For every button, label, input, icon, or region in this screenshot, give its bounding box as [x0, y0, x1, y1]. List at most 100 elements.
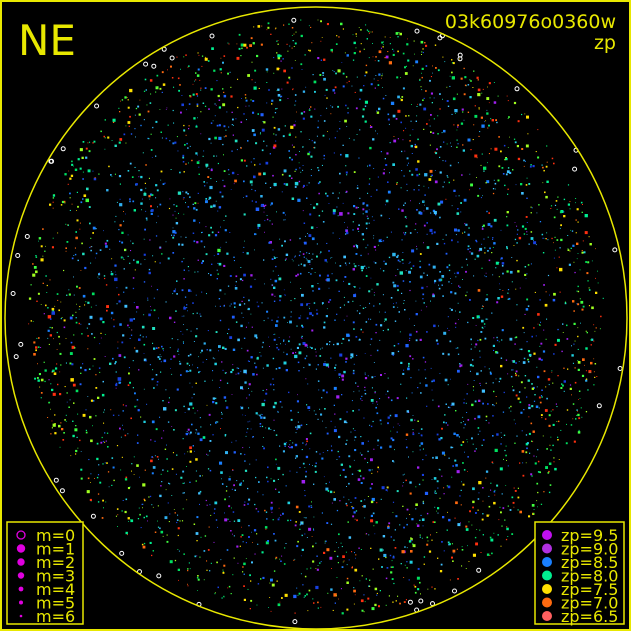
- star-point: [98, 272, 100, 274]
- star-point: [67, 183, 69, 185]
- star-point: [380, 324, 383, 327]
- star-point: [399, 271, 403, 275]
- star-point: [509, 136, 510, 138]
- star-point: [241, 98, 242, 99]
- star-point: [272, 116, 274, 118]
- star-point: [436, 148, 438, 151]
- star-point: [316, 203, 319, 206]
- star-point: [423, 185, 425, 187]
- star-point: [341, 374, 345, 378]
- star-point: [371, 376, 374, 379]
- star-point: [243, 598, 246, 601]
- star-point: [337, 562, 339, 564]
- star-point: [377, 84, 380, 86]
- star-point: [201, 65, 203, 67]
- star-point: [259, 423, 262, 425]
- star-point: [315, 355, 317, 357]
- star-point: [455, 234, 457, 236]
- star-point: [299, 467, 301, 469]
- star-point: [98, 173, 100, 175]
- star-point: [250, 428, 252, 430]
- star-point: [133, 318, 135, 320]
- star-point: [401, 170, 403, 172]
- star-point: [379, 303, 381, 305]
- star-point: [63, 200, 66, 203]
- star-point: [344, 475, 347, 478]
- star-point: [414, 143, 416, 146]
- star-point: [295, 457, 297, 459]
- star-point: [137, 434, 139, 436]
- star-point: [531, 440, 533, 442]
- star-point: [300, 112, 303, 115]
- star-point: [412, 129, 414, 131]
- star-point: [465, 568, 467, 569]
- star-point: [46, 284, 48, 287]
- star-point: [288, 23, 290, 25]
- star-point: [104, 356, 106, 357]
- star-point: [377, 80, 379, 81]
- star-point: [467, 111, 470, 113]
- star-point: [92, 170, 94, 172]
- star-point: [321, 347, 323, 349]
- star-point: [348, 455, 351, 458]
- star-point: [325, 487, 329, 491]
- star-point: [472, 359, 474, 361]
- star-point: [314, 108, 316, 110]
- star-point: [228, 585, 231, 588]
- star-point: [79, 167, 82, 170]
- star-point: [363, 594, 365, 596]
- star-point: [406, 446, 408, 449]
- star-point: [461, 549, 464, 551]
- star-point: [284, 171, 286, 173]
- star-point: [259, 414, 261, 417]
- star-point: [426, 222, 428, 224]
- star-point: [366, 267, 367, 269]
- star-point: [225, 129, 227, 131]
- star-point: [224, 293, 226, 295]
- star-point: [291, 197, 295, 200]
- star-point: [233, 183, 235, 185]
- star-point: [382, 330, 384, 332]
- star-point: [323, 321, 326, 324]
- star-point: [99, 481, 102, 484]
- star-point: [130, 250, 132, 252]
- star-point: [281, 88, 283, 90]
- star-point: [355, 107, 358, 110]
- star-point: [562, 332, 564, 333]
- star-point: [143, 119, 145, 121]
- star-point: [586, 272, 589, 275]
- star-point: [181, 315, 183, 317]
- star-point: [199, 79, 201, 81]
- star-point: [507, 289, 510, 291]
- star-point: [64, 386, 66, 388]
- saturated-star: [617, 366, 623, 371]
- star-point: [368, 266, 370, 268]
- star-point: [275, 556, 278, 559]
- star-point: [420, 442, 424, 445]
- star-point: [181, 289, 184, 292]
- star-point: [380, 238, 382, 241]
- star-point: [345, 104, 347, 107]
- star-point: [434, 506, 436, 508]
- star-point: [563, 380, 566, 383]
- star-point: [496, 339, 499, 342]
- star-point: [351, 566, 353, 569]
- star-point: [339, 306, 342, 309]
- star-point: [306, 443, 307, 445]
- star-point: [403, 369, 405, 371]
- star-point: [177, 527, 180, 530]
- star-point: [289, 336, 291, 338]
- star-point: [442, 516, 445, 519]
- star-point: [389, 414, 392, 417]
- star-point: [423, 210, 425, 212]
- star-point: [244, 469, 248, 472]
- star-point: [217, 273, 219, 275]
- color-legend-swatch: [542, 543, 552, 554]
- star-point: [375, 323, 378, 326]
- star-point: [370, 83, 373, 86]
- star-point: [221, 361, 223, 363]
- star-point: [245, 97, 247, 99]
- star-point: [456, 548, 458, 550]
- star-point: [434, 279, 437, 283]
- star-point: [434, 588, 436, 590]
